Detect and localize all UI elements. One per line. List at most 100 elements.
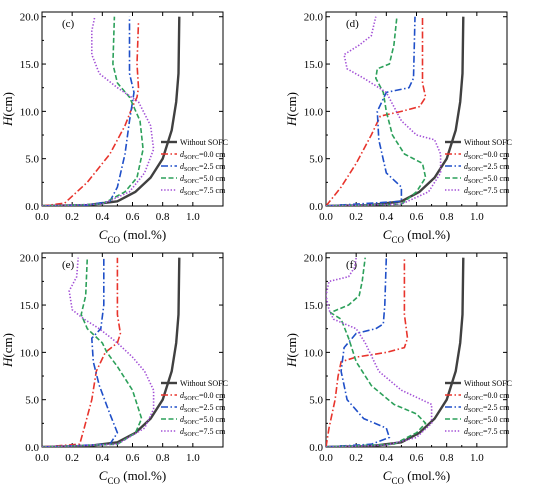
x-tick-label: 0.2 bbox=[349, 211, 363, 223]
x-tick-label: 0.0 bbox=[35, 452, 49, 464]
chart-panel-2: 0.0 0.2 0.4 0.6 0.8 1.0 0.0 5.0 10.0 15.0 20.0 (d) C… bbox=[284, 11, 512, 245]
panel-label: (e) bbox=[62, 259, 75, 271]
x-tick-label: 1.0 bbox=[186, 211, 200, 223]
legend-label-1: Without SOFC bbox=[180, 379, 228, 388]
x-axis-title: CCO (mol.%) bbox=[99, 227, 166, 245]
legend-label-2: dSOFC=0.0 cm bbox=[464, 391, 510, 402]
y-tick-label: 15.0 bbox=[20, 59, 40, 71]
chart-panel-1: 0.0 0.2 0.4 0.6 0.8 1.0 0.0 5.0 10.0 15.0 20.0 (c) C… bbox=[0, 11, 228, 245]
x-tick-label: 0.4 bbox=[95, 211, 109, 223]
y-tick-label: 5.0 bbox=[309, 395, 323, 407]
y-tick-label: 15.0 bbox=[20, 300, 40, 312]
legend-label-4: dSOFC=5.0 cm bbox=[180, 174, 226, 185]
x-tick-label: 0.0 bbox=[319, 211, 333, 223]
legend-label-5: dSOFC=7.5 cm bbox=[464, 427, 510, 438]
y-tick-label: 15.0 bbox=[304, 59, 324, 71]
chart-panel-3: 0.0 0.2 0.4 0.6 0.8 1.0 0.0 5.0 10.0 15.0 20.0 (e) C… bbox=[0, 252, 228, 486]
x-tick-label: 0.6 bbox=[410, 452, 424, 464]
y-tick-label: 10.0 bbox=[304, 347, 324, 359]
y-axis-unit: (cm) bbox=[284, 92, 299, 117]
y-axis-unit: (cm) bbox=[0, 92, 15, 117]
x-axis-symbol: C bbox=[99, 468, 108, 483]
x-axis-subscript: CO bbox=[391, 476, 404, 486]
y-axis-unit: (cm) bbox=[284, 333, 299, 358]
x-tick-label: 0.8 bbox=[156, 211, 170, 223]
x-tick-label: 0.8 bbox=[440, 452, 454, 464]
x-axis-subscript: CO bbox=[107, 476, 120, 486]
series-line-2 bbox=[326, 16, 427, 206]
y-tick-label: 0.0 bbox=[25, 201, 39, 213]
x-tick-label: 0.0 bbox=[35, 211, 49, 223]
y-axis-symbol: H bbox=[0, 116, 15, 127]
x-tick-label: 0.8 bbox=[156, 452, 170, 464]
x-tick-label: 0.2 bbox=[349, 452, 363, 464]
x-axis-symbol: C bbox=[99, 227, 108, 242]
legend-label-2: dSOFC=0.0 cm bbox=[180, 150, 226, 161]
series-line-1 bbox=[326, 257, 465, 447]
series-line-4 bbox=[42, 16, 144, 206]
legend-label-3: dSOFC=2.5 cm bbox=[464, 403, 510, 414]
y-tick-label: 10.0 bbox=[20, 106, 40, 118]
series-line-1 bbox=[42, 16, 181, 206]
legend-label-4: dSOFC=5.0 cm bbox=[180, 415, 226, 426]
legend-label-1: Without SOFC bbox=[464, 138, 512, 147]
legend-label-1: Without SOFC bbox=[464, 379, 512, 388]
x-axis-title: CCO (mol.%) bbox=[383, 468, 450, 486]
series-line-3 bbox=[326, 16, 416, 206]
x-tick-label: 0.0 bbox=[319, 452, 333, 464]
y-tick-label: 0.0 bbox=[309, 442, 323, 454]
legend-label-5: dSOFC=7.5 cm bbox=[180, 427, 226, 438]
y-tick-label: 20.0 bbox=[20, 12, 40, 24]
legend-label-3: dSOFC=2.5 cm bbox=[180, 162, 226, 173]
y-axis-title: H(cm) bbox=[284, 92, 299, 127]
y-tick-label: 10.0 bbox=[20, 347, 40, 359]
y-axis-title: H(cm) bbox=[0, 92, 15, 127]
series-line-4 bbox=[326, 257, 427, 447]
series-line-1 bbox=[42, 257, 181, 447]
series-line-5 bbox=[326, 257, 433, 447]
legend-label-3: dSOFC=2.5 cm bbox=[464, 162, 510, 173]
x-tick-label: 0.6 bbox=[410, 211, 424, 223]
y-axis-symbol: H bbox=[0, 357, 15, 368]
chart-panel-4: 0.0 0.2 0.4 0.6 0.8 1.0 0.0 5.0 10.0 15.0 20.0 (f) C… bbox=[284, 252, 512, 486]
legend-label-5: dSOFC=7.5 cm bbox=[464, 186, 510, 197]
legend-label-3: dSOFC=2.5 cm bbox=[180, 403, 226, 414]
panel-label: (d) bbox=[346, 18, 359, 30]
plot-frame bbox=[325, 11, 508, 207]
x-tick-label: 1.0 bbox=[470, 452, 484, 464]
x-tick-label: 0.2 bbox=[65, 452, 79, 464]
x-axis-subscript: CO bbox=[391, 235, 404, 245]
x-axis-symbol: C bbox=[383, 468, 392, 483]
y-tick-label: 0.0 bbox=[25, 442, 39, 454]
series-line-3 bbox=[42, 16, 135, 206]
x-tick-label: 0.6 bbox=[126, 211, 140, 223]
x-tick-label: 1.0 bbox=[186, 452, 200, 464]
x-tick-label: 0.4 bbox=[95, 452, 109, 464]
legend-label-2: dSOFC=0.0 cm bbox=[180, 391, 226, 402]
y-tick-label: 20.0 bbox=[20, 253, 40, 265]
x-tick-label: 1.0 bbox=[470, 211, 484, 223]
series-line-2 bbox=[326, 257, 409, 447]
series-line-2 bbox=[42, 257, 122, 447]
x-axis-symbol: C bbox=[383, 227, 392, 242]
y-axis-title: H(cm) bbox=[284, 333, 299, 368]
series-line-3 bbox=[42, 257, 119, 447]
series-line-5 bbox=[42, 257, 155, 447]
legend-label-4: dSOFC=5.0 cm bbox=[464, 415, 510, 426]
y-tick-label: 10.0 bbox=[304, 106, 324, 118]
x-axis-unit: (mol.%) bbox=[404, 468, 450, 483]
plot-frame bbox=[41, 11, 224, 207]
x-axis-subscript: CO bbox=[107, 235, 120, 245]
y-tick-label: 15.0 bbox=[304, 300, 324, 312]
x-axis-unit: (mol.%) bbox=[120, 468, 166, 483]
series-line-2 bbox=[42, 21, 140, 206]
legend-label-2: dSOFC=0.0 cm bbox=[464, 150, 510, 161]
y-tick-label: 5.0 bbox=[25, 395, 39, 407]
series-line-3 bbox=[326, 257, 391, 447]
x-tick-label: 0.2 bbox=[65, 211, 79, 223]
y-axis-unit: (cm) bbox=[0, 333, 15, 358]
x-tick-label: 0.4 bbox=[379, 211, 393, 223]
y-tick-label: 20.0 bbox=[304, 253, 324, 265]
legend-label-1: Without SOFC bbox=[180, 138, 228, 147]
y-tick-label: 20.0 bbox=[304, 12, 324, 24]
